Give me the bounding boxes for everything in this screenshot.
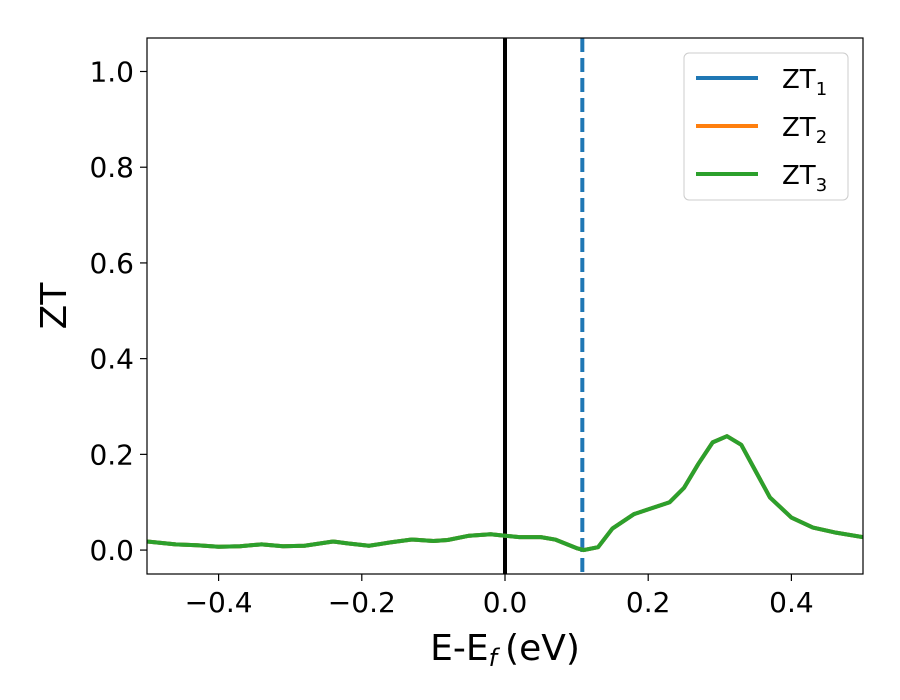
x-tick-label: 0.4: [769, 586, 814, 619]
plot-area: [147, 38, 863, 574]
y-tick-label: 0.0: [89, 534, 134, 567]
y-axis-title: ZT: [34, 282, 75, 330]
x-tick-label: −0.4: [185, 586, 253, 619]
series-line-zt3: [147, 434, 863, 553]
legend-label-zt3: ZT3: [782, 161, 827, 196]
x-tick-label: −0.2: [328, 586, 396, 619]
y-tick-label: 0.4: [89, 343, 134, 376]
x-tick-label: 0.2: [626, 586, 671, 619]
legend: ZT1 ZT2 ZT3: [683, 52, 849, 201]
x-axis-title-sub: f: [489, 644, 501, 672]
x-axis-title-main: E-E: [430, 628, 488, 669]
y-tick-label: 0.6: [89, 247, 134, 280]
x-axis-title-unit: (eV): [505, 628, 580, 669]
y-tick-label: 1.0: [89, 56, 134, 89]
y-tick-label: 0.2: [89, 438, 134, 471]
legend-frame: [683, 52, 849, 201]
y-tick-label: 0.8: [89, 151, 134, 184]
legend-label-zt2: ZT2: [782, 113, 827, 148]
x-axis: −0.4 −0.2 0.0 0.2 0.4: [185, 574, 814, 619]
x-axis-title: E-Ef (eV): [430, 628, 580, 672]
y-axis: 0.0 0.2 0.4 0.6 0.8 1.0: [89, 56, 147, 567]
x-tick-label: 0.0: [483, 586, 528, 619]
legend-label-zt1: ZT1: [782, 65, 827, 100]
